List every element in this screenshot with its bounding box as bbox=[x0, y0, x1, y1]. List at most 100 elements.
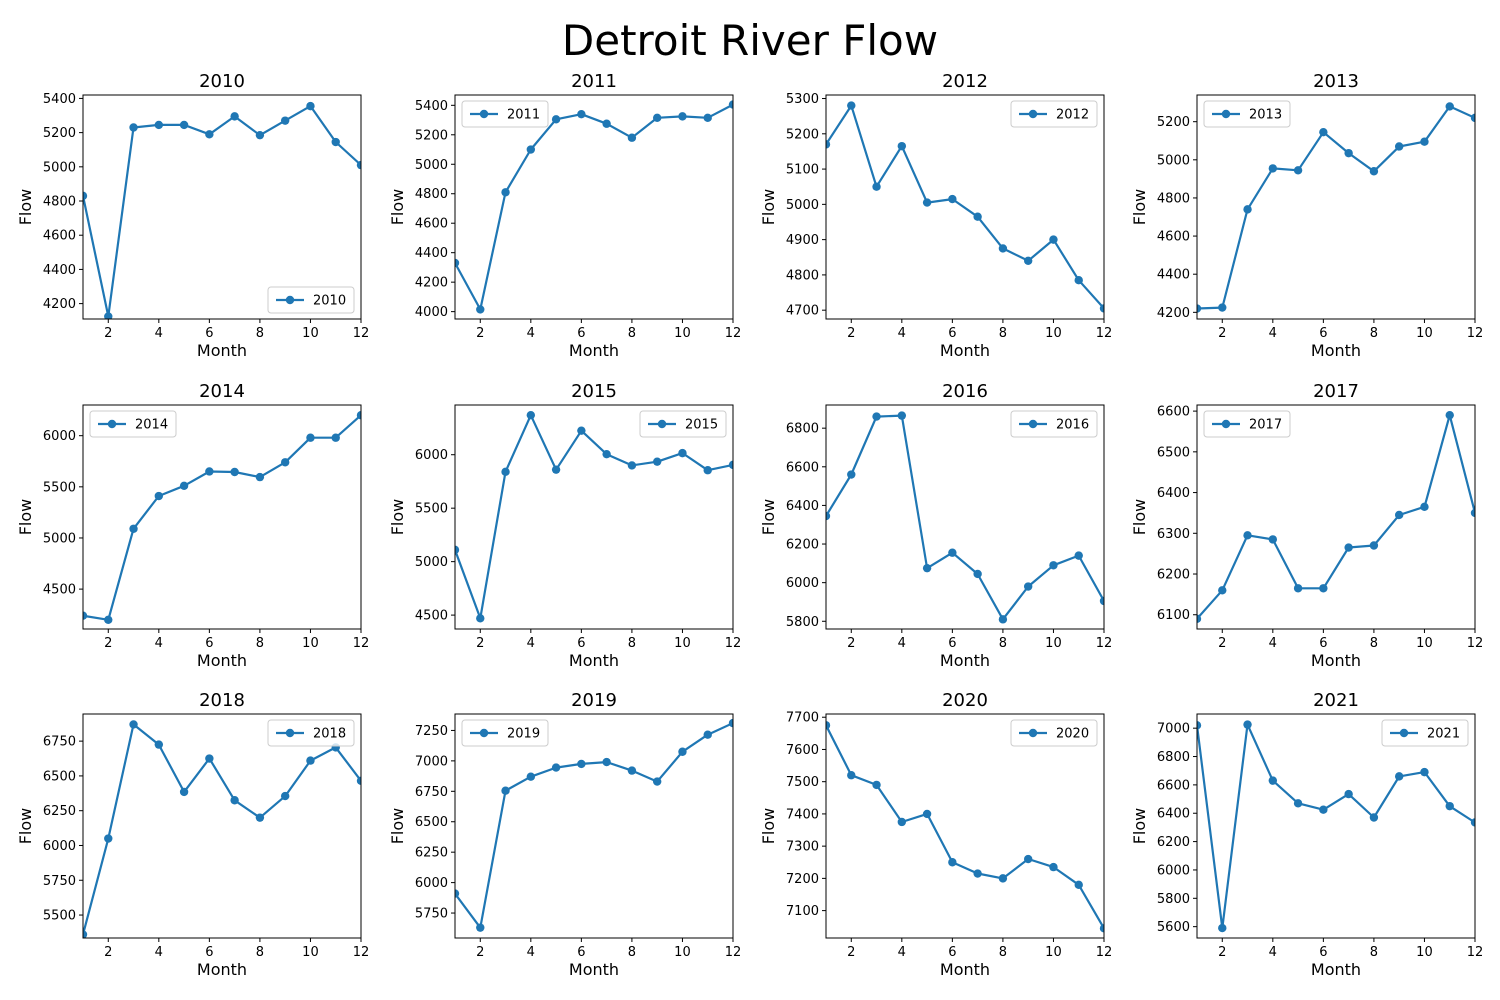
y-tick-label: 6800 bbox=[786, 422, 819, 437]
x-tick-label: 12 bbox=[725, 326, 742, 341]
legend-label: 2011 bbox=[507, 108, 540, 123]
data-point bbox=[205, 130, 214, 139]
series-line bbox=[455, 103, 733, 311]
y-tick-label: 4500 bbox=[43, 583, 76, 598]
y-tick-label: 4200 bbox=[415, 276, 448, 291]
series-line bbox=[83, 723, 361, 935]
x-tick-label: 6 bbox=[1319, 945, 1327, 960]
y-tick-label: 6800 bbox=[1157, 750, 1190, 765]
data-point bbox=[826, 721, 831, 730]
y-tick-label: 5000 bbox=[415, 158, 448, 173]
legend-box bbox=[267, 286, 355, 314]
y-tick-label: 4200 bbox=[43, 297, 76, 312]
plot-area bbox=[1197, 102, 1475, 313]
legend-box bbox=[1010, 100, 1098, 128]
x-tick-label: 2 bbox=[847, 945, 855, 960]
data-point bbox=[306, 433, 315, 442]
data-point bbox=[501, 786, 510, 795]
y-tick-label: 5800 bbox=[1157, 892, 1190, 907]
data-point bbox=[1218, 303, 1227, 312]
data-point bbox=[922, 563, 932, 573]
data-point bbox=[1099, 924, 1104, 933]
data-point bbox=[306, 101, 315, 111]
data-point bbox=[331, 433, 340, 442]
data-point bbox=[703, 466, 712, 475]
x-tick-label: 2 bbox=[104, 326, 112, 341]
x-axis-label: Month bbox=[1311, 651, 1361, 670]
legend-box bbox=[1010, 719, 1098, 747]
y-tick-label: 5200 bbox=[786, 127, 819, 142]
legend-box bbox=[267, 719, 355, 747]
data-point bbox=[1445, 102, 1454, 111]
data-point bbox=[973, 569, 982, 579]
data-point bbox=[678, 747, 687, 756]
data-point bbox=[526, 410, 536, 420]
x-tick-label: 10 bbox=[302, 326, 319, 341]
x-tick-label: 12 bbox=[1467, 945, 1484, 960]
legend: 2018 bbox=[267, 719, 355, 747]
x-tick-label: 4 bbox=[155, 636, 163, 651]
data-point bbox=[1099, 596, 1104, 606]
data-point bbox=[1243, 720, 1252, 729]
data-point bbox=[948, 548, 957, 557]
y-tick-label: 4800 bbox=[415, 187, 448, 202]
data-point bbox=[501, 467, 510, 477]
legend-marker bbox=[1028, 728, 1038, 738]
panel-title: 2018 bbox=[199, 690, 245, 711]
figure-title: Detroit River Flow bbox=[562, 16, 938, 65]
data-point bbox=[476, 923, 485, 932]
legend: 2012 bbox=[1010, 100, 1098, 128]
data-point bbox=[847, 470, 856, 479]
x-tick-label: 4 bbox=[898, 636, 906, 651]
series-line bbox=[1197, 723, 1475, 930]
axes-frame bbox=[825, 94, 1105, 320]
y-tick-label: 6500 bbox=[415, 815, 448, 830]
data-point bbox=[83, 191, 88, 201]
data-point bbox=[179, 120, 189, 130]
y-tick-label: 4400 bbox=[43, 263, 76, 278]
series-line bbox=[826, 414, 1104, 621]
data-point bbox=[476, 614, 485, 623]
data-point bbox=[627, 133, 637, 142]
x-tick-label: 2 bbox=[476, 636, 484, 651]
data-point bbox=[280, 791, 290, 801]
data-point bbox=[551, 465, 561, 474]
y-axis-label: Flow bbox=[388, 808, 407, 845]
y-tick-label: 6200 bbox=[1157, 568, 1190, 583]
data-point bbox=[179, 481, 189, 491]
series-line bbox=[83, 104, 361, 318]
x-tick-label: 8 bbox=[628, 636, 636, 651]
legend-box bbox=[1010, 410, 1098, 438]
legend: 2017 bbox=[1203, 410, 1291, 438]
panel-title: 2012 bbox=[942, 71, 988, 92]
x-tick-label: 10 bbox=[674, 636, 691, 651]
y-tick-label: 4600 bbox=[1157, 230, 1190, 245]
data-point bbox=[728, 100, 733, 109]
data-point bbox=[1293, 584, 1303, 593]
x-tick-label: 4 bbox=[527, 326, 535, 341]
legend-marker bbox=[1221, 419, 1231, 429]
y-axis-label: Flow bbox=[388, 189, 407, 226]
series-line bbox=[826, 724, 1104, 929]
y-tick-label: 5000 bbox=[786, 198, 819, 213]
x-tick-label: 8 bbox=[999, 326, 1007, 341]
series-line bbox=[1197, 414, 1475, 620]
y-axis-label: Flow bbox=[16, 808, 35, 845]
panel-2020: 2020 2 4 6 8 10 12 7100 7200 7300 7400 7500 7600 7700… bbox=[759, 690, 1112, 979]
x-tick-label: 2 bbox=[1218, 636, 1226, 651]
legend-marker bbox=[657, 419, 667, 429]
y-tick-label: 4600 bbox=[415, 217, 448, 232]
x-tick-label: 8 bbox=[256, 326, 264, 341]
data-point bbox=[501, 188, 510, 197]
y-tick-label: 5200 bbox=[415, 128, 448, 143]
panel-2017: 2017 2 4 6 8 10 12 6100 6200 6300 6400 6500 6600 Mont… bbox=[1130, 381, 1483, 670]
x-tick-label: 8 bbox=[1370, 636, 1378, 651]
x-tick-label: 10 bbox=[1045, 326, 1062, 341]
y-axis-label: Flow bbox=[759, 808, 778, 845]
y-tick-label: 6200 bbox=[786, 538, 819, 553]
data-point bbox=[1197, 614, 1202, 624]
legend-box bbox=[461, 100, 549, 128]
data-point bbox=[280, 458, 290, 467]
series-line bbox=[826, 104, 1104, 310]
x-tick-label: 2 bbox=[476, 945, 484, 960]
